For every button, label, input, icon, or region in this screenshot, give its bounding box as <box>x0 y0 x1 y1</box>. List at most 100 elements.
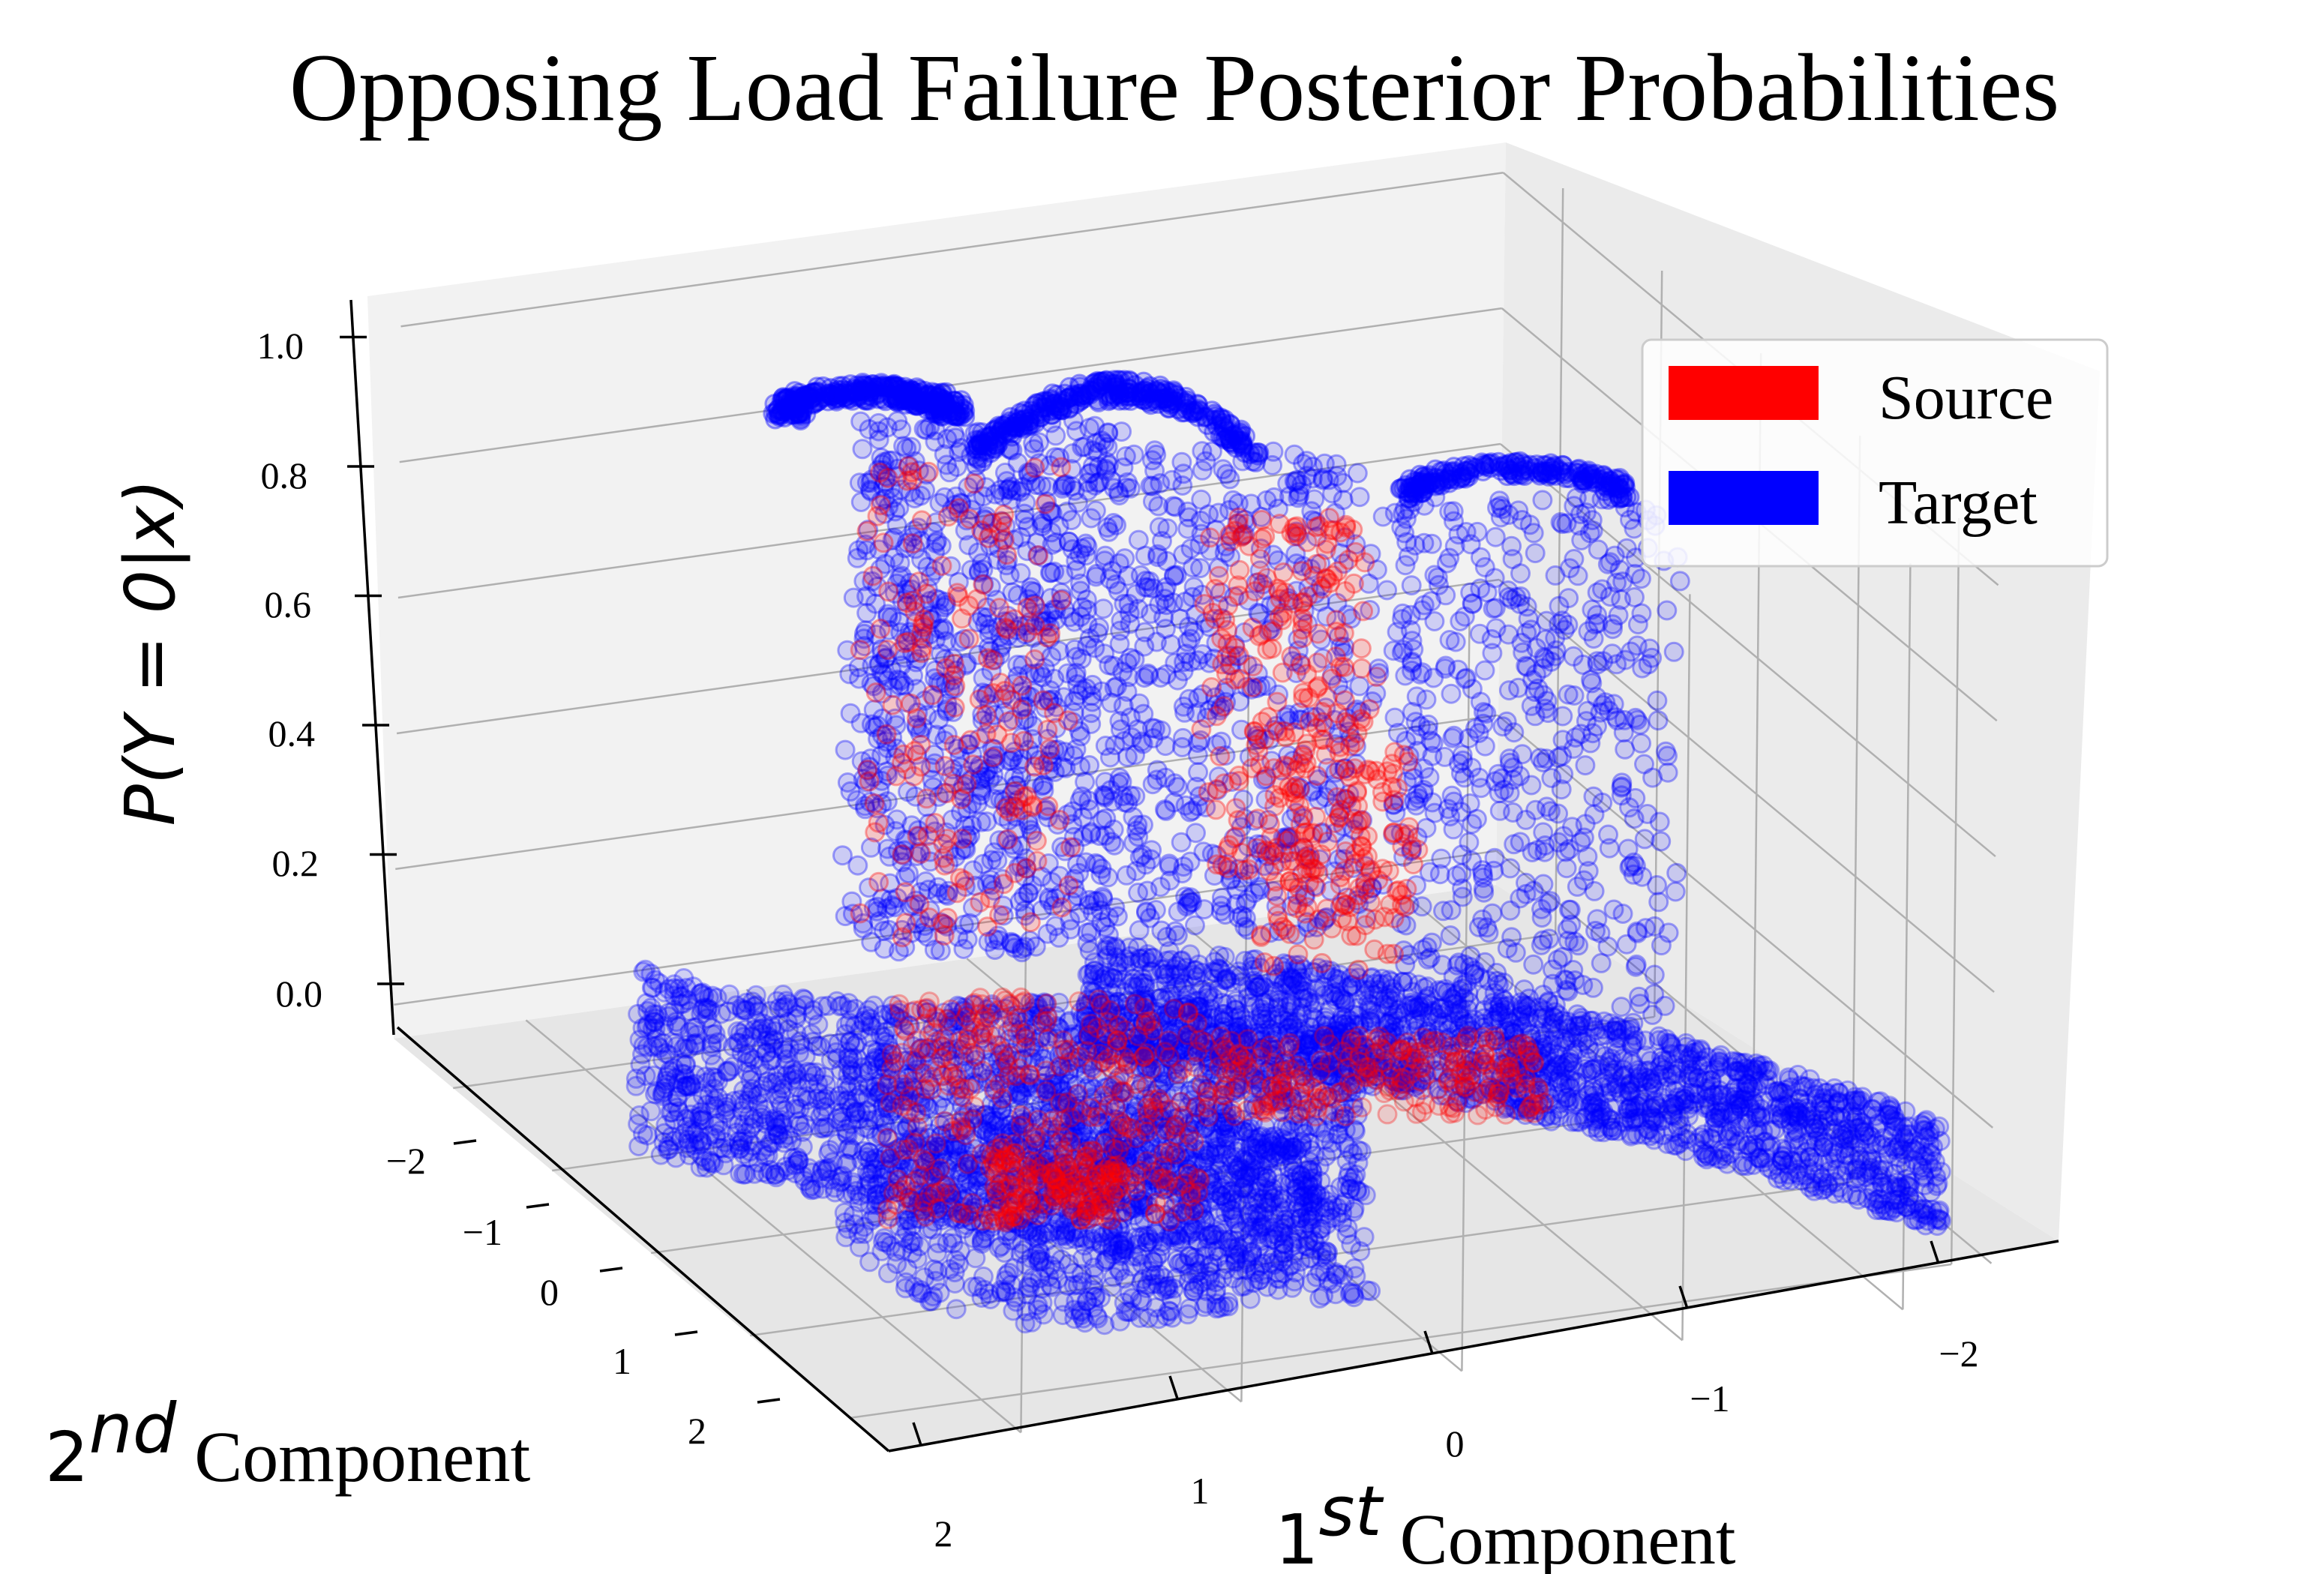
scatter-point <box>1566 1111 1587 1132</box>
scatter-point <box>859 1000 880 1021</box>
scatter-point <box>1450 1076 1471 1097</box>
scatter-point <box>811 1168 831 1189</box>
scatter-point <box>903 1231 924 1252</box>
scatter-point <box>778 1019 799 1040</box>
scatter-point <box>691 1102 712 1123</box>
x-tick-label: 1 <box>1191 1470 1210 1512</box>
scatter-point <box>1657 1133 1678 1154</box>
scatter-point <box>1261 1129 1282 1150</box>
grid-line <box>525 1019 1022 1434</box>
scatter-point <box>1250 1031 1271 1052</box>
grid-line <box>1500 443 1996 858</box>
scatter-point <box>1302 1162 1323 1183</box>
scatter-point <box>1291 980 1312 1001</box>
scatter-point <box>1180 1012 1201 1033</box>
scatter-point <box>690 1135 711 1155</box>
scatter-point <box>1024 1226 1045 1247</box>
scatter-point <box>1261 1181 1282 1202</box>
scatter-point <box>751 1104 772 1125</box>
scatter-point <box>778 994 799 1015</box>
scatter-point <box>1072 1200 1093 1221</box>
scatter-point <box>816 1075 837 1096</box>
scatter-point <box>1164 959 1185 980</box>
scatter-point <box>701 1033 722 1054</box>
scatter-point <box>733 1114 754 1135</box>
scatter-point <box>1243 1273 1264 1294</box>
scatter-point <box>1183 1219 1204 1240</box>
scatter-point <box>1704 1107 1725 1128</box>
scatter-point <box>874 1027 895 1048</box>
scatter-point <box>795 1046 816 1067</box>
scatter-point <box>1218 1296 1239 1317</box>
scatter-point <box>1120 1157 1141 1178</box>
scatter-point <box>757 1071 778 1092</box>
scatter-point <box>1114 1292 1135 1313</box>
scatter-point <box>1291 1138 1312 1159</box>
scatter-point <box>837 1153 858 1174</box>
floor-pane <box>394 885 2059 1451</box>
z-tick-label: 0.8 <box>261 454 308 496</box>
y-tick-label: −1 <box>463 1211 502 1253</box>
scatter-point <box>1089 1024 1110 1045</box>
scatter-point <box>901 1231 922 1252</box>
scatter-point <box>1667 1116 1688 1137</box>
scatter-point <box>1498 1087 1519 1108</box>
scatter-point <box>1141 1063 1162 1084</box>
scatter-point <box>1242 1243 1263 1264</box>
x-tick-mark <box>912 1422 922 1446</box>
scatter-point <box>704 1054 725 1075</box>
scatter-point <box>1299 1151 1320 1172</box>
scatter-point <box>839 1000 860 1021</box>
grid-line <box>453 933 1556 1090</box>
x-tick-mark <box>1678 1285 1689 1309</box>
scatter-point <box>1621 1109 1642 1130</box>
chart-title: Opposing Load Failure Posterior Probabil… <box>289 34 2060 141</box>
scatter-point <box>1837 1080 1858 1101</box>
scatter-point <box>782 1064 803 1085</box>
scatter-point <box>1644 1078 1665 1099</box>
scatter-point <box>1579 1039 1600 1060</box>
scatter-point <box>1219 1237 1240 1258</box>
scatter-point <box>706 988 727 1009</box>
scatter-point <box>670 994 691 1015</box>
scatter-point <box>1719 1102 1740 1123</box>
scatter-point <box>1226 994 1247 1015</box>
scatter-point <box>736 1061 757 1082</box>
scatter-point <box>1790 1147 1811 1168</box>
scatter-point <box>1600 1110 1621 1131</box>
scatter-point <box>1197 984 1218 1005</box>
grid-line <box>1681 594 1691 1341</box>
scatter-point <box>1264 1188 1285 1209</box>
scatter-point <box>1094 1149 1115 1170</box>
scatter-point <box>1726 1061 1747 1082</box>
scatter-point <box>1302 1006 1323 1027</box>
scatter-point <box>1696 1149 1717 1170</box>
x-tick-label: 0 <box>1446 1423 1465 1465</box>
scatter-point <box>1177 1304 1198 1325</box>
scatter-point <box>1088 993 1109 1014</box>
y-tick-mark <box>674 1330 698 1336</box>
scatter-point <box>1857 1188 1878 1209</box>
scatter-point <box>1184 1165 1205 1186</box>
scatter-point <box>1775 1079 1796 1100</box>
scatter-point <box>1354 1061 1375 1082</box>
scatter-point <box>1090 1288 1111 1309</box>
scatter-point <box>1061 1204 1082 1225</box>
scatter-point <box>1309 1219 1330 1240</box>
scatter-point <box>1188 1232 1209 1253</box>
scatter-point <box>944 1262 965 1283</box>
scatter-point <box>1561 1028 1582 1048</box>
scatter-point <box>1278 1001 1299 1022</box>
y-tick-mark <box>599 1267 623 1273</box>
scatter-point <box>1355 1185 1376 1206</box>
scatter-point <box>1621 1081 1642 1102</box>
scatter-point <box>1508 1053 1529 1073</box>
scatter-point <box>879 1105 900 1126</box>
grid-line <box>745 988 1243 1403</box>
scatter-point <box>1886 1176 1907 1197</box>
scatter-point <box>1571 1090 1592 1111</box>
scatter-point <box>1601 1081 1622 1102</box>
scatter-point <box>1448 1024 1469 1045</box>
scatter-point <box>1085 1105 1106 1126</box>
scatter-point <box>1111 1246 1132 1267</box>
